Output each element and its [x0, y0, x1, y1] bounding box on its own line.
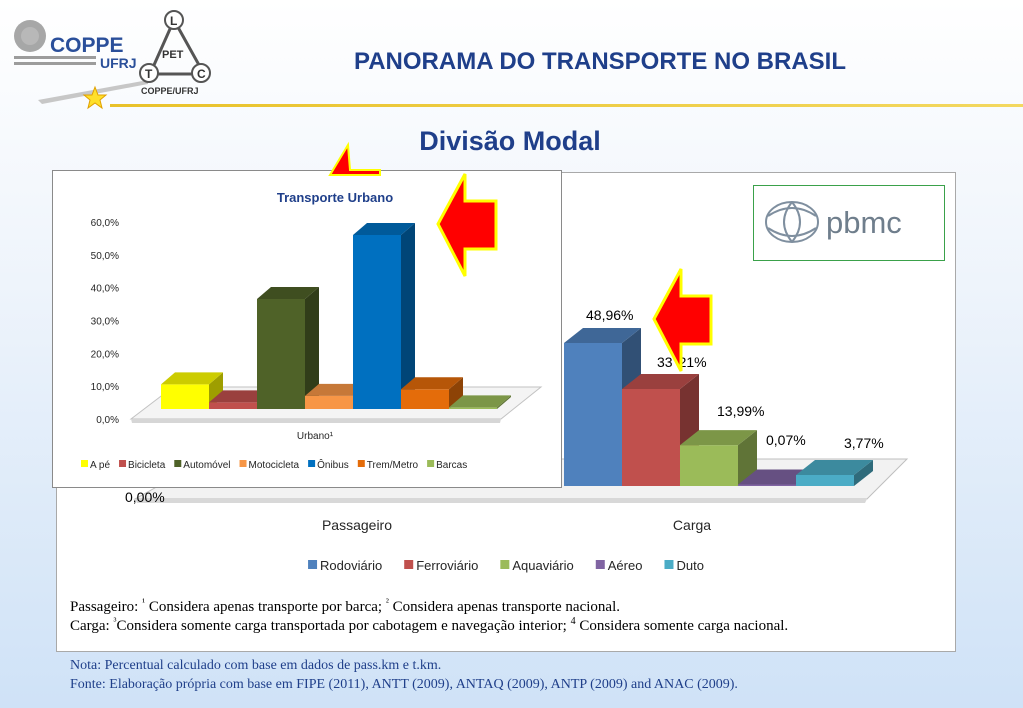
urban-legend-item-motocicleta: Motocicleta [239, 460, 300, 471]
pet-l-letter: L [170, 14, 177, 28]
star-icon [82, 85, 108, 110]
section-subtitle: Divisão Modal [419, 126, 601, 156]
urban-y-tick-label: 30,0% [91, 317, 119, 328]
globe-icon [765, 201, 819, 243]
bar-carga-aquaviario [680, 430, 757, 486]
svg-text:Ônibus: Ônibus [317, 458, 349, 471]
urban-category-label: Urbano¹ [297, 431, 334, 442]
legend-item-ferroviario: Ferroviário [404, 558, 478, 573]
legend-item-aereo: Aéreo [595, 558, 643, 573]
urban-bar-onibus [353, 222, 415, 409]
data-label-passageiro-duto: 0,00% [125, 489, 165, 505]
urban-chart-legend: A pé Bicicleta Automóvel Motocicleta Ônibus T… [81, 458, 467, 471]
urban-legend-item-trem-metro: Trem/Metro [357, 460, 419, 471]
urban-y-tick-label: 10,0% [91, 382, 119, 393]
pet-text: PET [162, 49, 184, 61]
pet-logo: L T C PET COPPE/UFRJ [139, 10, 211, 96]
urban-legend-item-onibus: Ônibus [308, 458, 349, 471]
pet-c-letter: C [197, 67, 206, 81]
data-label-carga-aereo: 0,07% [766, 432, 806, 448]
ufrj-text: UFRJ [100, 55, 137, 71]
data-label-carga-duto: 3,77% [844, 435, 884, 451]
pet-t-letter: T [145, 67, 153, 81]
pbmc-logo: pbmc [753, 185, 945, 261]
category-label-carga: Carga [673, 517, 711, 533]
svg-text:Bicicleta: Bicicleta [128, 460, 166, 471]
urban-transport-chart: Transporte Urbano 0,0% 10,0% 20,0% 30,0% 40,… [81, 190, 543, 471]
urban-legend-item-barcas: Barcas [427, 460, 467, 471]
chart-notes: Passageiro: ¹ Considera apenas transport… [70, 597, 950, 635]
svg-text:Duto: Duto [676, 558, 703, 573]
footer-source: Fonte: Elaboração própria com base em FI… [70, 677, 738, 692]
urban-chart-title: Transporte Urbano [277, 190, 393, 205]
page-title: PANORAMA DO TRANSPORTE NO BRASIL [354, 48, 846, 75]
svg-text:Aquaviário: Aquaviário [512, 558, 573, 573]
urban-y-tick-label: 60,0% [91, 218, 119, 229]
svg-text:Ferroviário: Ferroviário [416, 558, 478, 573]
data-label-carga-aquaviario: 13,99% [717, 403, 764, 419]
urban-y-tick-label: 0,0% [96, 415, 119, 426]
category-label-passageiro: Passageiro [322, 517, 392, 533]
urban-bar-trem-metro [401, 377, 463, 409]
urban-y-tick-label: 50,0% [91, 251, 119, 262]
urban-transport-panel: Transporte Urbano 0,0% 10,0% 20,0% 30,0% 40,… [52, 170, 562, 488]
urban-legend-item-bicicleta: Bicicleta [119, 460, 166, 471]
urban-bar-automovel [257, 287, 319, 409]
svg-text:Trem/Metro: Trem/Metro [367, 460, 419, 471]
urban-legend-item-a-pe: A pé [81, 460, 110, 471]
legend-item-duto: Duto [664, 558, 704, 573]
note-carga: Carga: ³Considera somente carga transpor… [70, 616, 789, 634]
main-chart-legend: Rodoviário Ferroviário Aquaviário Aéreo Duto [308, 558, 704, 573]
svg-text:Rodoviário: Rodoviário [320, 558, 382, 573]
footer-note: Nota: Percentual calculado com base em d… [70, 658, 442, 673]
svg-text:Motocicleta: Motocicleta [249, 460, 300, 471]
urban-bar-barcas [449, 395, 511, 409]
data-label-carga-ferroviario: 33 21% [657, 354, 707, 370]
urban-y-tick-label: 40,0% [91, 284, 119, 295]
svg-text:Aéreo: Aéreo [608, 558, 643, 573]
coppe-text: COPPE [50, 34, 124, 57]
legend-item-aquaviario: Aquaviário [500, 558, 574, 573]
pbmc-text: pbmc [826, 205, 902, 240]
note-passageiro: Passageiro: ¹ Considera apenas transport… [70, 597, 620, 615]
svg-text:Barcas: Barcas [436, 460, 467, 471]
header-logos: COPPE UFRJ L T C PET COPPE/UFRJ [14, 10, 211, 110]
urban-y-tick-label: 20,0% [91, 349, 119, 360]
urban-legend-item-automovel: Automóvel [174, 460, 231, 471]
data-label-carga-rodoviario: 48,96% [586, 307, 633, 323]
svg-text:Automóvel: Automóvel [183, 460, 230, 471]
header-divider [110, 104, 1023, 107]
pet-caption: COPPE/UFRJ [141, 86, 199, 96]
bar-carga-duto [796, 459, 873, 486]
legend-item-rodoviario: Rodoviário [308, 558, 382, 573]
svg-text:A pé: A pé [90, 460, 110, 471]
coppe-logo: COPPE UFRJ [14, 20, 148, 104]
